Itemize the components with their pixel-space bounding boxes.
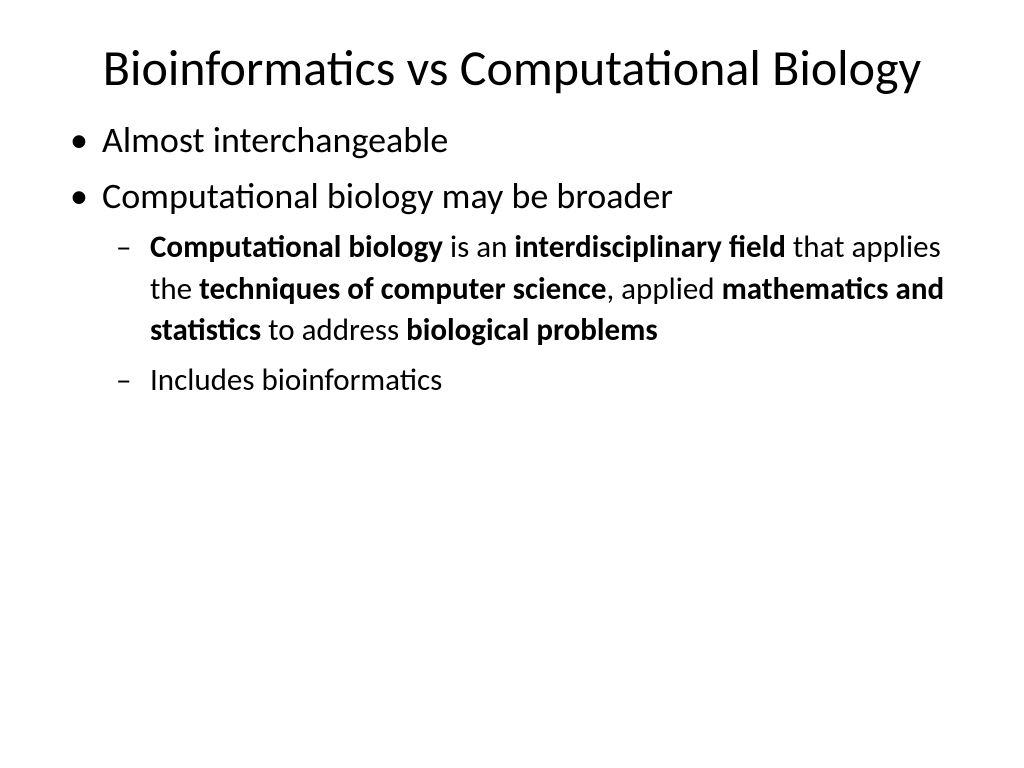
text-run: is an bbox=[443, 228, 514, 266]
bold-run: Computational biology bbox=[150, 228, 443, 266]
text-run: to address bbox=[261, 311, 406, 349]
bullet-list-level2: Computational biology is an interdiscipl… bbox=[102, 227, 964, 402]
slide-title: Bioinformatics vs Computational Biology bbox=[60, 40, 964, 98]
bold-run: techniques of computer science bbox=[199, 270, 606, 308]
text-run: Includes bioinformatics bbox=[150, 361, 442, 399]
list-item: Includes bioinformatics bbox=[102, 360, 964, 402]
bullet-list-level1: Almost interchangeable Computational bio… bbox=[60, 116, 964, 403]
bold-run: interdisciplinary field bbox=[514, 228, 785, 266]
list-item: Almost interchangeable bbox=[60, 116, 964, 165]
bullet-text: Computational biology may be broader bbox=[102, 174, 673, 218]
list-item: Computational biology may be broader Com… bbox=[60, 172, 964, 402]
slide: Bioinformatics vs Computational Biology … bbox=[0, 0, 1024, 768]
text-run: , applied bbox=[606, 270, 721, 308]
bullet-text: Almost interchangeable bbox=[102, 118, 448, 162]
list-item: Computational biology is an interdiscipl… bbox=[102, 227, 964, 353]
bold-run: biological problems bbox=[406, 311, 658, 349]
